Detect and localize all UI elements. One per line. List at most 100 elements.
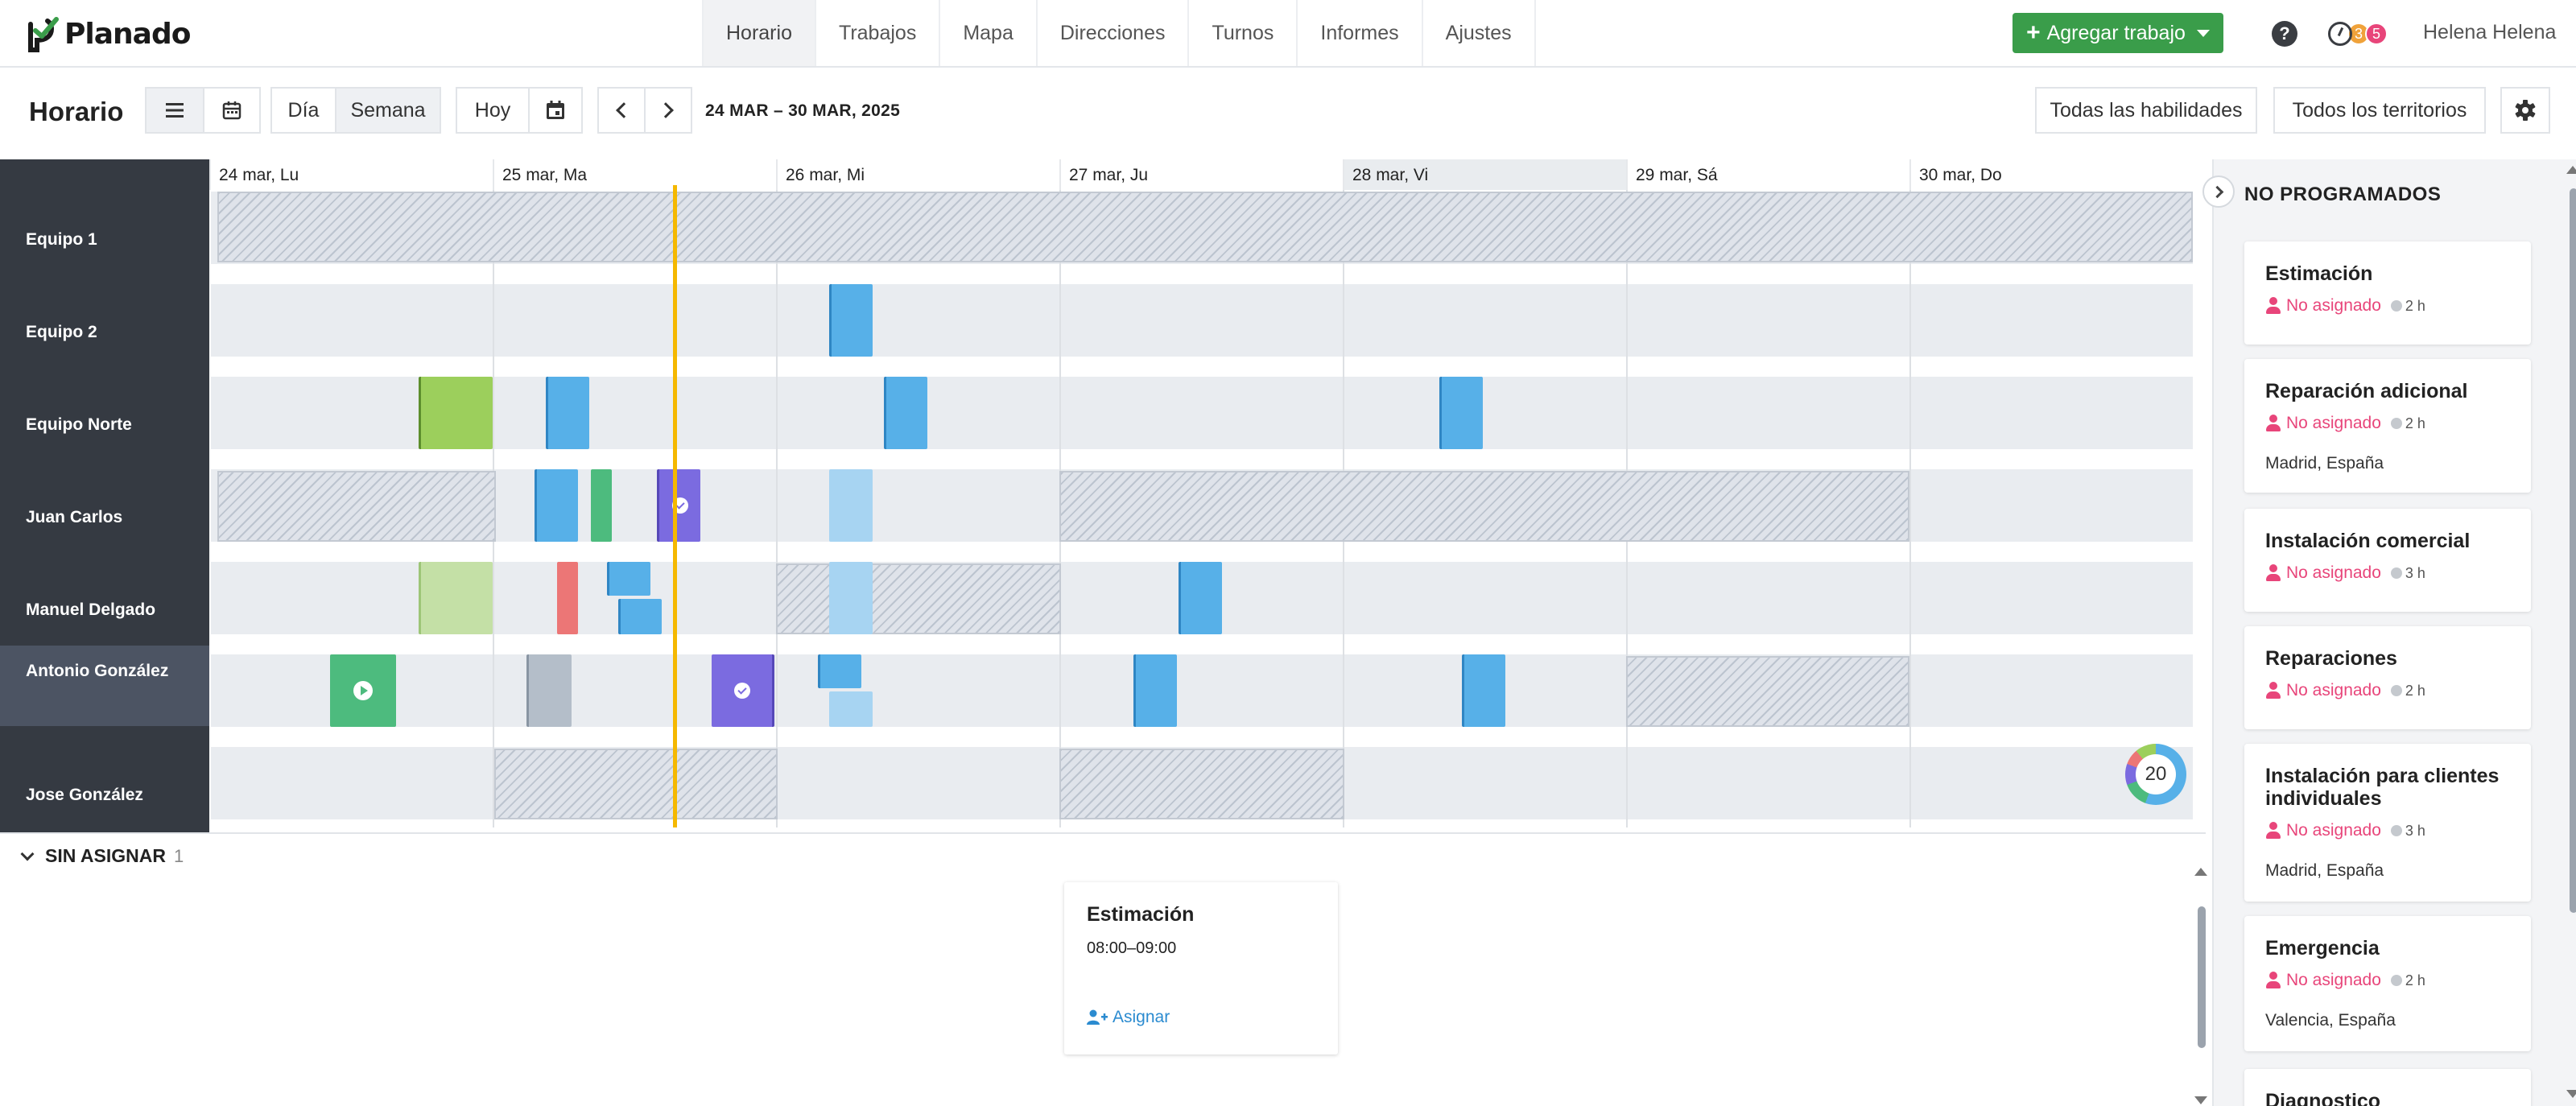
nav-turnos[interactable]: Turnos: [1187, 0, 1296, 66]
job-title: Estimación: [2265, 262, 2373, 285]
scroll-down-icon: [2194, 1096, 2207, 1104]
job-block[interactable]: [829, 562, 873, 634]
resource-equipo-2[interactable]: Equipo 2: [26, 323, 97, 341]
collapse-panel-button[interactable]: [2202, 175, 2235, 208]
add-job-label: Agregar trabajo: [2046, 21, 2186, 44]
chevron-right-icon: [2211, 185, 2223, 198]
caret-down-icon: [2196, 29, 2210, 37]
list-view-button[interactable]: [145, 87, 204, 134]
job-block-in-progress[interactable]: [330, 654, 396, 727]
unassigned-job-card[interactable]: Estimación 08:00–09:00 Asignar: [1064, 882, 1338, 1054]
job-title: Reparaciones: [2265, 647, 2397, 670]
assignee-status: No asignado: [2286, 971, 2381, 989]
job-time: 08:00–09:00: [1087, 939, 1177, 957]
job-block[interactable]: [829, 469, 873, 542]
assign-button[interactable]: Asignar: [1087, 1008, 1170, 1027]
job-block[interactable]: [607, 562, 650, 596]
unassigned-header[interactable]: SIN ASIGNAR 1: [19, 845, 184, 867]
add-job-button[interactable]: + Agregar trabajo: [2013, 13, 2223, 53]
unscheduled-job-card[interactable]: Instalación para clientes individuales N…: [2244, 744, 2531, 902]
resource-antonio-gonzalez[interactable]: Antonio González: [0, 646, 209, 726]
notifications[interactable]: 3 5: [2328, 19, 2388, 48]
calendar-grid-icon: [222, 101, 242, 120]
job-block[interactable]: [818, 654, 861, 688]
date-picker-button[interactable]: [528, 87, 583, 134]
unscheduled-job-card[interactable]: Diagnostico: [2244, 1069, 2531, 1106]
day-header-fri: 28 mar, Vi: [1343, 159, 1626, 190]
nav-mapa[interactable]: Mapa: [939, 0, 1036, 66]
job-title: Reparación adicional: [2265, 380, 2468, 402]
job-block[interactable]: [1462, 654, 1505, 727]
job-block[interactable]: [526, 654, 572, 727]
job-title: Instalación para clientes individuales: [2265, 765, 2500, 810]
resource-jose-gonzalez[interactable]: Jose González: [26, 786, 143, 804]
unscheduled-job-card[interactable]: Emergencia No asignado 2 h Valencia, Esp…: [2244, 916, 2531, 1051]
nav-direcciones[interactable]: Direcciones: [1035, 0, 1188, 66]
unassigned-panel: SIN ASIGNAR 1 Estimación 08:00–09:00 Asi…: [0, 832, 2207, 1106]
today-button[interactable]: Hoy: [456, 87, 530, 134]
unassigned-scrollbar[interactable]: [2194, 868, 2207, 1106]
assignee-status: No asignado: [2286, 563, 2381, 582]
job-block[interactable]: [419, 377, 493, 449]
jobs-counter[interactable]: 20: [2125, 744, 2186, 805]
job-block[interactable]: [1179, 562, 1222, 634]
unscheduled-job-card[interactable]: Reparación adicional No asignado 2 h Mad…: [2244, 359, 2531, 493]
resource-equipo-1[interactable]: Equipo 1: [26, 230, 97, 249]
day-view-button[interactable]: Día: [270, 87, 336, 134]
job-duration: 3 h: [2405, 564, 2425, 581]
nav-informes[interactable]: Informes: [1296, 0, 1421, 66]
unscheduled-job-card[interactable]: Instalación comercial No asignado 3 h: [2244, 509, 2531, 612]
notification-badge-red: 5: [2365, 23, 2388, 45]
job-meta: No asignado 3 h: [2265, 821, 2510, 840]
job-block[interactable]: [829, 691, 873, 727]
job-block[interactable]: [618, 599, 662, 634]
day-header-sun: 30 mar, Do: [1909, 159, 2193, 190]
job-block-completed[interactable]: [712, 654, 774, 727]
calendar-view-button[interactable]: [203, 87, 261, 134]
territories-filter-button[interactable]: Todos los territorios: [2273, 87, 2486, 134]
job-block[interactable]: [1439, 377, 1483, 449]
day-header-mon: 24 mar, Lu: [209, 159, 493, 190]
play-icon: [353, 681, 373, 700]
resource-juan-carlos[interactable]: Juan Carlos: [26, 508, 123, 526]
unassigned-scroll-thumb[interactable]: [2198, 906, 2206, 1048]
top-navigation: Planado Horario Trabajos Mapa Direccione…: [0, 0, 2576, 68]
job-block[interactable]: [535, 469, 578, 542]
resource-equipo-norte[interactable]: Equipo Norte: [26, 415, 132, 434]
scroll-up-icon: [2566, 166, 2576, 174]
job-block[interactable]: [419, 562, 493, 634]
week-view-button[interactable]: Semana: [335, 87, 441, 134]
job-block[interactable]: [829, 284, 873, 357]
plus-icon: +: [2026, 19, 2041, 46]
help-button[interactable]: ?: [2272, 21, 2297, 47]
lane-equipo-norte[interactable]: [211, 377, 2193, 449]
planado-logo[interactable]: Planado: [26, 14, 191, 53]
resource-manuel-delgado[interactable]: Manuel Delgado: [26, 600, 156, 619]
schedule-settings-button[interactable]: [2500, 87, 2550, 134]
unscheduled-scroll-thumb[interactable]: [2570, 188, 2576, 913]
unscheduled-job-card[interactable]: Estimación No asignado 2 h: [2244, 241, 2531, 345]
previous-week-button[interactable]: [597, 87, 646, 134]
assignee-status: No asignado: [2286, 414, 2381, 432]
current-time-indicator: [673, 185, 677, 827]
job-block[interactable]: [1133, 654, 1177, 727]
schedule-grid: Equipo 1 Equipo 2 Equipo Norte Juan Carl…: [0, 159, 2206, 832]
assignee-status: No asignado: [2286, 296, 2381, 315]
job-location: Valencia, España: [2265, 1011, 2396, 1030]
next-week-button[interactable]: [644, 87, 692, 134]
user-menu[interactable]: Helena Helena: [2423, 21, 2557, 43]
job-block-completed[interactable]: [657, 469, 700, 542]
job-block[interactable]: [591, 469, 612, 542]
job-block[interactable]: [546, 377, 589, 449]
job-block[interactable]: [557, 562, 578, 634]
assign-label: Asignar: [1113, 1008, 1170, 1026]
job-block[interactable]: [884, 377, 927, 449]
unscheduled-job-card[interactable]: Reparaciones No asignado 2 h: [2244, 626, 2531, 729]
skills-filter-button[interactable]: Todas las habilidades: [2035, 87, 2257, 134]
lane-equipo-2[interactable]: [211, 284, 2193, 357]
nav-horario[interactable]: Horario: [702, 0, 815, 66]
unscheduled-scrollbar[interactable]: [2566, 159, 2576, 1106]
unscheduled-title: NO PROGRAMADOS: [2244, 184, 2442, 205]
nav-ajustes[interactable]: Ajustes: [1421, 0, 1536, 66]
nav-trabajos[interactable]: Trabajos: [814, 0, 939, 66]
